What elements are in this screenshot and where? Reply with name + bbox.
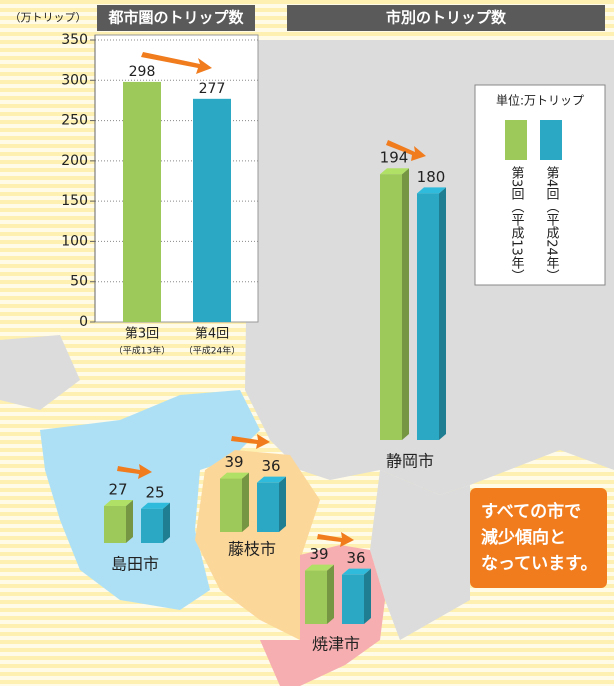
header-bar [287, 5, 605, 31]
bar [342, 574, 364, 624]
data-label: 298 [129, 64, 156, 80]
bar-side [163, 502, 170, 543]
y-tick-label: 100 [61, 233, 88, 249]
bar-top [220, 472, 249, 479]
y-tick-label: 250 [61, 113, 88, 129]
callout [470, 488, 607, 588]
legend [474, 84, 606, 286]
bar-side [126, 500, 133, 543]
bar [305, 570, 327, 624]
chart-title: 市別のトリップ数 [386, 9, 507, 27]
bar [141, 508, 163, 543]
bar [193, 98, 231, 323]
city-label: 島田市 [111, 555, 159, 574]
bar [220, 478, 242, 532]
data-label: 39 [224, 453, 243, 471]
data-label: 25 [145, 483, 164, 501]
bar [104, 506, 126, 543]
bar-side [242, 472, 249, 532]
data-label: 36 [346, 549, 365, 567]
legend-label: 第3回（平成13年） [509, 166, 525, 282]
y-tick-label: 300 [61, 72, 88, 88]
bar-side [364, 568, 371, 624]
bar-side [327, 564, 334, 624]
bar [417, 193, 439, 440]
legend-label: 第4回（平成24年） [544, 166, 560, 282]
header-bar [97, 5, 255, 31]
map-shimada [40, 390, 260, 610]
city-label: 静岡市 [386, 452, 434, 471]
bar [257, 482, 279, 532]
x-tick-label: 第4回 [195, 327, 229, 342]
legend-swatch [505, 120, 527, 160]
bar [380, 174, 402, 440]
data-label: 180 [417, 168, 446, 186]
callout-text: 減少傾向と [481, 527, 566, 548]
city-label: 藤枝市 [228, 540, 276, 559]
map-region [370, 470, 470, 640]
legend-title: 単位:万トリップ [496, 93, 584, 108]
y-tick-label: 350 [61, 32, 88, 48]
chart-title: 都市圏のトリップ数 [107, 9, 244, 27]
city-label: 焼津市 [312, 635, 360, 654]
bar-top [104, 500, 133, 507]
y-tick-label: 50 [70, 274, 88, 290]
data-label: 194 [380, 149, 409, 167]
data-label: 27 [108, 481, 127, 499]
data-label: 39 [309, 545, 328, 563]
y-tick-label: 0 [79, 314, 88, 330]
map-region [0, 335, 80, 410]
y-tick-label: 200 [61, 153, 88, 169]
plot-area [94, 34, 259, 323]
bar-top [141, 502, 170, 509]
bar-side [439, 187, 446, 440]
arrows [117, 52, 426, 547]
callout-text: なっています。 [481, 554, 597, 574]
x-tick-note: （平成24年） [184, 345, 240, 357]
callout-text: すべての市で [481, 501, 581, 522]
y-tick-label: 150 [61, 193, 88, 209]
legend-swatch [540, 120, 562, 160]
bar-top [305, 564, 334, 571]
bar-top [417, 187, 446, 194]
bar-side [279, 476, 286, 532]
y-axis-label: （万トリップ） [10, 11, 87, 24]
bar-side [402, 168, 409, 440]
bar-top [380, 168, 409, 175]
x-tick-note: （平成13年） [114, 345, 170, 357]
bar-top [342, 568, 371, 575]
bar [123, 81, 161, 322]
data-label: 36 [261, 457, 280, 475]
bar-top [257, 476, 286, 483]
x-tick-label: 第3回 [125, 327, 159, 342]
data-label: 277 [199, 81, 226, 97]
